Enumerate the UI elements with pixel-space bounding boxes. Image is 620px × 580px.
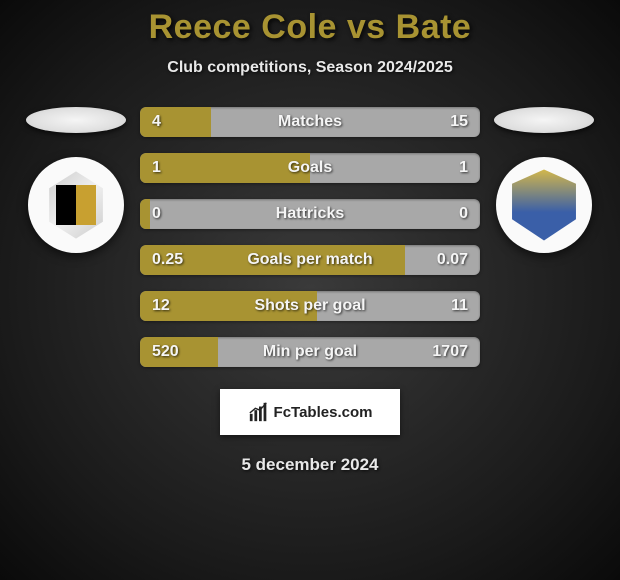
crest-shape-icon — [508, 169, 579, 240]
stat-row: 12 Shots per goal 11 — [140, 291, 480, 321]
stat-fill — [140, 199, 150, 229]
stat-value-left: 12 — [152, 291, 170, 321]
stat-value-right: 15 — [450, 107, 468, 137]
stat-row: 520 Min per goal 1707 — [140, 337, 480, 367]
stat-label: Matches — [278, 107, 342, 137]
stat-label: Min per goal — [263, 337, 357, 367]
date-label: 5 december 2024 — [0, 455, 620, 475]
stat-value-right: 0 — [459, 199, 468, 229]
stat-row: 1 Goals 1 — [140, 153, 480, 183]
source-badge-label: FcTables.com — [274, 404, 373, 421]
stat-value-left: 1 — [152, 153, 161, 183]
stat-fill — [140, 153, 310, 183]
stat-label: Shots per goal — [254, 291, 365, 321]
stat-label: Goals per match — [247, 245, 372, 275]
club-crest-left — [28, 157, 124, 253]
left-player-col — [26, 107, 126, 253]
source-badge[interactable]: FcTables.com — [220, 389, 400, 435]
right-player-col — [494, 107, 594, 253]
stat-fill — [140, 107, 211, 137]
ellipse-icon — [494, 107, 594, 133]
page-subtitle: Club competitions, Season 2024/2025 — [0, 59, 620, 77]
stat-row: 0.25 Goals per match 0.07 — [140, 245, 480, 275]
stat-value-right: 0.07 — [437, 245, 468, 275]
stat-value-right: 1 — [459, 153, 468, 183]
stat-bars: 4 Matches 15 1 Goals 1 0 Hattricks 0 0.25 Goals pe… — [140, 107, 480, 367]
stat-value-left: 0 — [152, 199, 161, 229]
comparison-card: Reece Cole vs Bate Club competitions, Se… — [0, 0, 620, 475]
ellipse-icon — [26, 107, 126, 133]
crest-shape-icon — [42, 171, 109, 238]
stats-area: 4 Matches 15 1 Goals 1 0 Hattricks 0 0.25 Goals pe… — [0, 107, 620, 367]
stat-value-right: 11 — [451, 291, 468, 321]
stat-row: 4 Matches 15 — [140, 107, 480, 137]
page-title: Reece Cole vs Bate — [0, 8, 620, 47]
stat-value-left: 4 — [152, 107, 161, 137]
stat-row: 0 Hattricks 0 — [140, 199, 480, 229]
stat-value-left: 520 — [152, 337, 179, 367]
stat-value-right: 1707 — [432, 337, 468, 367]
stat-label: Hattricks — [276, 199, 344, 229]
club-crest-right — [496, 157, 592, 253]
chart-bars-icon — [248, 401, 270, 423]
stat-label: Goals — [288, 153, 332, 183]
stat-value-left: 0.25 — [152, 245, 183, 275]
